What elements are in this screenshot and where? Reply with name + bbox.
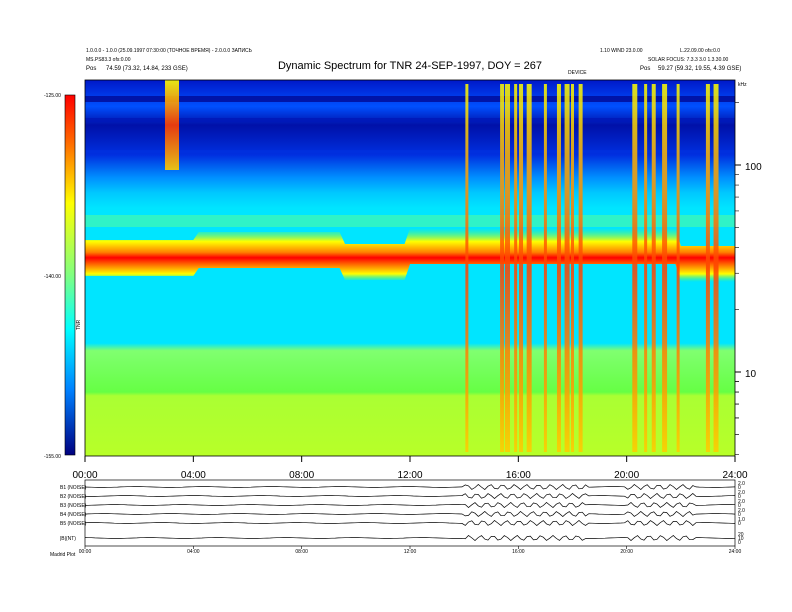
strip-label: |B|(NT) bbox=[60, 536, 76, 542]
strip-right-tick: 2.0 bbox=[738, 508, 745, 514]
dark-stripe bbox=[85, 150, 735, 153]
early-burst bbox=[165, 80, 179, 170]
burst-15 bbox=[676, 84, 680, 452]
burst-14 bbox=[662, 84, 668, 452]
colorbar-tick-mid: -140.00 bbox=[44, 274, 61, 280]
strip-right-tick: 20 bbox=[738, 532, 744, 538]
burst-2 bbox=[505, 84, 510, 452]
x-axis: 00:00 04:00 08:00 12:00 16:00 20:00 24:00 bbox=[72, 456, 748, 481]
x-tick-label: 00:00 bbox=[72, 470, 97, 481]
header-right-line2: L.22.09.00 ofs:0.0 bbox=[680, 48, 720, 54]
x-tick-label: 08:00 bbox=[289, 470, 314, 481]
y-unit-label: kHz bbox=[738, 82, 747, 88]
strip-trace bbox=[84, 502, 736, 508]
strip-x-tick-label: 12:00 bbox=[404, 549, 417, 555]
x-tick-label: 24:00 bbox=[722, 470, 747, 481]
burst-10 bbox=[578, 84, 583, 452]
header-left-line1: 1.0.0.0 - 1.0.0 (25.09.1997 07:30:00 (ТО… bbox=[86, 48, 253, 54]
strip-right-tick: 2.0 bbox=[738, 499, 745, 505]
strip-right-tick: 2.0 bbox=[738, 490, 745, 496]
strip-x-tick-label: 16:00 bbox=[512, 549, 525, 555]
colorbar-tick-bottom: -155.00 bbox=[44, 454, 61, 460]
burst-16 bbox=[705, 84, 710, 452]
header-right-pos-label: Pos bbox=[640, 66, 650, 72]
strip-x-tick-label: 00:00 bbox=[79, 549, 92, 555]
header-left-pos-label: Pos bbox=[86, 66, 96, 72]
strip-trace bbox=[84, 520, 736, 526]
strip-x-tick-label: 24:00 bbox=[729, 549, 742, 555]
strip-right-tick: 0 bbox=[738, 494, 741, 500]
burst-11 bbox=[632, 84, 638, 452]
x-tick-label: 20:00 bbox=[614, 470, 639, 481]
strip-trace bbox=[84, 484, 736, 490]
green-strip bbox=[85, 215, 735, 227]
colorbar-label: TNR bbox=[76, 319, 82, 330]
header-right-pos-value: 59.27 (59.32, 19.55, 4.39 GSE) bbox=[658, 66, 741, 72]
y-tick-label-10: 10 bbox=[745, 369, 757, 380]
x-tick-label: 12:00 bbox=[397, 470, 422, 481]
burst-group bbox=[465, 84, 719, 452]
dark-stripe bbox=[85, 96, 735, 102]
header-mid-marker: DEVICE bbox=[568, 70, 587, 76]
strip-right-tick: 0 bbox=[738, 485, 741, 491]
strip-trace bbox=[84, 535, 736, 541]
strip-x-tick-label: 20:00 bbox=[620, 549, 633, 555]
strip-right-tick: 10 bbox=[738, 536, 744, 542]
strip-right-tick: 0 bbox=[738, 540, 741, 546]
header-left-pos-value: 74.59 (73.32, 14.84, 233 GSE) bbox=[106, 66, 188, 72]
y-minor-ticks bbox=[735, 102, 739, 455]
burst-1 bbox=[500, 84, 505, 452]
strip-label: B4 (NOISE) bbox=[60, 512, 87, 518]
burst-17 bbox=[713, 84, 719, 452]
strip-label: B5 (NOISE) bbox=[60, 521, 87, 527]
header-right-line3: SOLAR FOCUS: 7.3.3 3.0 1.3.30.00 bbox=[648, 57, 729, 63]
x-tick-label: 04:00 bbox=[181, 470, 206, 481]
header-left-line2: MS.PS83.3 ofs:0.00 bbox=[86, 57, 131, 63]
strip-label: B3 (NOISE) bbox=[60, 503, 87, 509]
strip-right-tick: 0 bbox=[738, 512, 741, 518]
header-right-line1: 1.10 WIND 23.0.00 bbox=[600, 48, 643, 54]
strip-label: B2 (NOISE) bbox=[60, 494, 87, 500]
strip-right-tick: 1.0 bbox=[738, 517, 745, 523]
dark-stripe bbox=[85, 118, 735, 122]
strip-trace bbox=[84, 493, 736, 499]
burst-13 bbox=[651, 84, 656, 452]
x-tick-label: 16:00 bbox=[506, 470, 531, 481]
burst-3 bbox=[514, 84, 518, 452]
chart-title: Dynamic Spectrum for TNR 24-SEP-1997, DO… bbox=[278, 60, 542, 72]
y-tick-label-100: 100 bbox=[745, 162, 762, 173]
burst-0 bbox=[465, 84, 469, 452]
strip-x-tick-label: 08:00 bbox=[295, 549, 308, 555]
strip-right-tick: 2.0 bbox=[738, 481, 745, 487]
burst-8 bbox=[564, 84, 570, 452]
burst-7 bbox=[556, 84, 561, 452]
spectrogram-panel bbox=[84, 79, 736, 457]
burst-6 bbox=[543, 84, 547, 452]
strip-label: B1 (NOISE) bbox=[60, 485, 87, 491]
burst-9 bbox=[571, 84, 574, 452]
burst-4 bbox=[519, 84, 524, 452]
burst-5 bbox=[526, 84, 532, 452]
footer-left: Madrid Plot bbox=[50, 552, 76, 558]
strip-x-tick-label: 04:00 bbox=[187, 549, 200, 555]
strip-trace bbox=[84, 511, 736, 517]
strip-right-tick: 0 bbox=[738, 521, 741, 527]
colorbar bbox=[64, 94, 76, 456]
burst-12 bbox=[644, 84, 648, 452]
strip-right-tick: 0 bbox=[738, 503, 741, 509]
colorbar-tick-top: -125.00 bbox=[44, 93, 61, 99]
